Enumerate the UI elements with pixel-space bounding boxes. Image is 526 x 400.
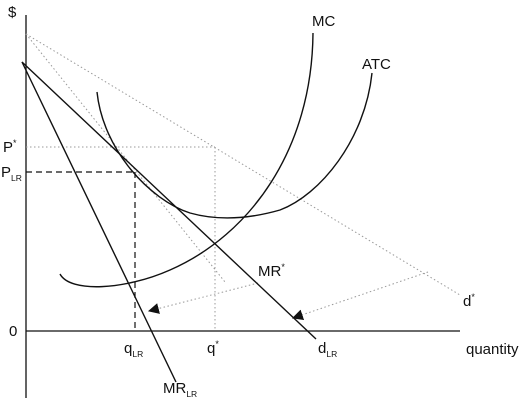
y-axis-label: $ [8, 4, 17, 21]
d-lr-label: dLR [318, 340, 337, 359]
mc-curve [59, 32, 314, 288]
mr-curve-mr-star [25, 33, 226, 283]
atc-curve [96, 72, 373, 219]
mr-shift-arrow [147, 282, 259, 314]
p-lr-label: PLR [1, 164, 22, 183]
d-star-label: d* [463, 292, 475, 310]
mr-lr-label: MRLR [163, 380, 197, 399]
p-star-label: P* [3, 138, 17, 156]
q-star-label: q* [207, 339, 219, 357]
mc-label: MC [312, 13, 335, 30]
atc-label: ATC [362, 56, 391, 73]
mr-curve-mr-lr [21, 61, 177, 383]
origin-label: 0 [9, 323, 17, 340]
q-lr-label: qLR [124, 340, 143, 359]
x-axis-label: quantity [466, 341, 519, 358]
demand-shift-arrow [291, 271, 429, 321]
demand-curve-d-star [25, 33, 461, 296]
demand-curve-d-lr [21, 61, 317, 340]
mr-star-label: MR* [258, 262, 285, 280]
